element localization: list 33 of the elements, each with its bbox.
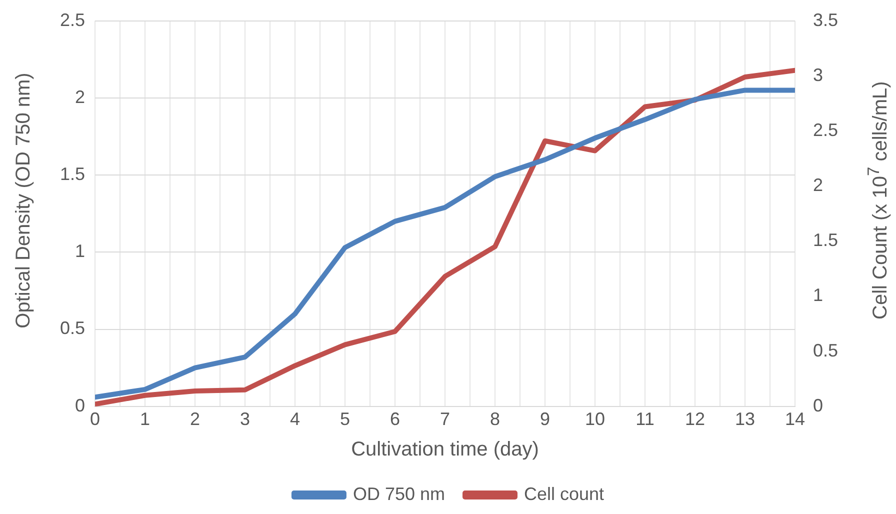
y-tick-label: 1.5 [60,164,86,184]
x-tick-label: 8 [490,409,500,430]
y2-tick-label: 2.5 [812,120,838,140]
x-tick-label: 11 [636,409,654,430]
x-tick-label: 12 [684,409,705,430]
x-axis-title: Cultivation time (day) [351,438,539,461]
x-tick-label: 10 [584,409,606,430]
x-tick-label: 13 [734,409,755,430]
y2-tick-label: 3 [812,64,823,85]
x-tick-label: 5 [340,409,350,430]
y-tick-label: 2.5 [60,10,86,30]
x-tick-label: 9 [540,409,550,430]
y2-tick-label: 3.5 [812,10,838,30]
y-tick-label: 2 [75,86,86,107]
x-tick-label: 6 [390,409,400,430]
x-tick-label: 14 [784,409,805,430]
y2-tick-label: 0 [812,395,823,416]
x-tick-label: 7 [440,409,450,430]
y2-tick-label: 1 [812,285,823,306]
x-tick-label: 4 [290,409,300,430]
x-tick-label: 0 [90,409,100,430]
x-tick-label: 1 [140,409,150,430]
x-tick-label: 3 [240,409,250,430]
x-tick-label: 2 [190,409,200,430]
legend-label: Cell count [524,484,604,504]
y-tick-label: 0.5 [60,318,86,338]
y2-tick-label: 1.5 [812,230,838,250]
y-tick-label: 1 [75,241,86,262]
y2-tick-label: 2 [812,175,823,196]
y-tick-label: 0 [75,395,86,416]
legend-label: OD 750 nm [352,484,446,504]
y-axis-title: Optical Density (OD 750 nm) [12,72,36,328]
y2-tick-label: 0.5 [812,340,838,360]
